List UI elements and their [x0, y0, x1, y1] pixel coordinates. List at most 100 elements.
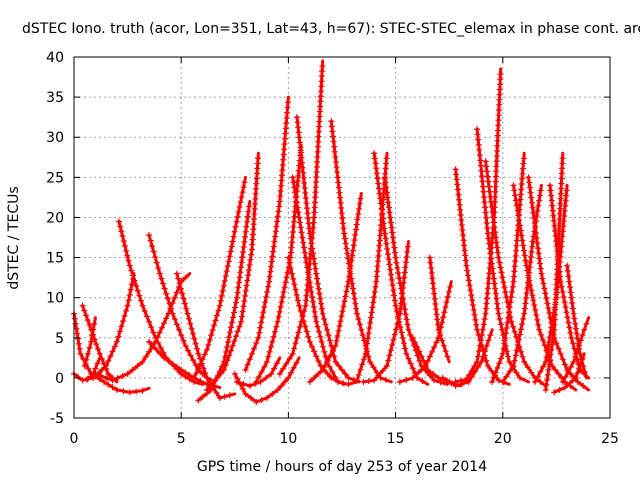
data-point: [243, 282, 250, 289]
data-point: [202, 370, 209, 377]
data-point: [394, 264, 401, 271]
data-point: [306, 225, 313, 232]
data-point: [583, 320, 590, 327]
data-point: [420, 357, 427, 364]
data-point: [446, 288, 453, 295]
data-point: [316, 290, 323, 297]
data-point: [98, 373, 105, 380]
data-point: [384, 362, 391, 369]
data-point: [152, 338, 159, 345]
data-point: [482, 310, 489, 317]
data-point: [325, 332, 332, 339]
data-point: [561, 212, 568, 219]
data-point: [371, 377, 378, 384]
x-tick-label: 0: [70, 431, 79, 447]
data-point: [409, 334, 416, 341]
data-point: [313, 318, 320, 325]
data-point: [225, 258, 232, 265]
data-point: [318, 338, 325, 345]
data-point: [561, 207, 568, 214]
data-point: [247, 256, 254, 263]
data-point: [495, 112, 502, 119]
data-point: [340, 380, 347, 387]
data-point: [365, 330, 372, 337]
data-point: [335, 362, 342, 369]
data-point: [332, 342, 339, 349]
data-point: [294, 119, 301, 126]
data-point: [488, 198, 495, 205]
data-point: [290, 218, 297, 225]
series-12: [203, 151, 262, 393]
data-point: [271, 365, 278, 372]
data-point: [319, 310, 326, 317]
data-point: [281, 141, 288, 148]
data-point: [475, 353, 482, 360]
data-point: [158, 324, 165, 331]
data-point: [532, 225, 539, 231]
data-point: [494, 364, 501, 371]
data-point: [207, 382, 214, 389]
data-point: [550, 217, 557, 224]
data-point: [296, 134, 303, 141]
data-point: [245, 208, 252, 215]
data-point: [369, 304, 376, 311]
data-point: [391, 331, 398, 338]
y-tick-label: 40: [46, 50, 64, 66]
data-point: [109, 384, 116, 391]
data-point: [175, 275, 182, 282]
data-point: [560, 218, 567, 225]
data-point: [389, 234, 396, 241]
data-point: [339, 366, 345, 373]
data-point: [292, 194, 299, 201]
data-point: [534, 373, 541, 380]
data-point: [400, 340, 407, 347]
data-point: [246, 203, 253, 210]
data-point: [305, 274, 312, 281]
data-point: [366, 325, 373, 332]
data-point: [483, 214, 490, 221]
data-point: [324, 370, 331, 377]
data-point: [85, 365, 92, 372]
data-point: [345, 255, 352, 262]
data-point: [290, 275, 297, 282]
data-point: [495, 106, 502, 113]
data-point: [463, 262, 470, 269]
data-point: [240, 244, 247, 250]
data-point: [274, 213, 281, 220]
data-point: [542, 386, 549, 393]
y-tick-label: 0: [55, 371, 64, 387]
data-point: [489, 378, 496, 385]
data-point: [260, 309, 267, 316]
data-point: [300, 318, 307, 325]
data-point: [203, 386, 210, 393]
data-point: [246, 382, 253, 389]
series-29: [426, 254, 451, 364]
data-point: [384, 251, 391, 258]
data-point: [161, 320, 168, 327]
data-point: [255, 373, 262, 380]
data-point: [282, 130, 289, 137]
data-point: [278, 172, 285, 179]
data-point: [275, 313, 282, 320]
data-point: [318, 88, 325, 95]
data-point: [171, 294, 178, 301]
data-point: [79, 302, 86, 309]
data-point: [187, 320, 194, 327]
data-point: [319, 63, 326, 70]
data-point: [318, 305, 325, 312]
data-point: [528, 369, 535, 376]
data-point: [457, 211, 464, 218]
data-point: [499, 350, 506, 357]
data-point: [93, 341, 100, 348]
data-point: [265, 353, 272, 360]
data-point: [318, 83, 325, 90]
data-point: [253, 340, 260, 347]
data-point: [291, 184, 298, 191]
data-point: [180, 295, 187, 302]
data-point: [513, 237, 520, 244]
data-point: [483, 163, 490, 170]
data-point: [383, 189, 390, 196]
data-point: [492, 183, 499, 190]
data-point: [83, 376, 90, 383]
data-point: [248, 251, 255, 258]
